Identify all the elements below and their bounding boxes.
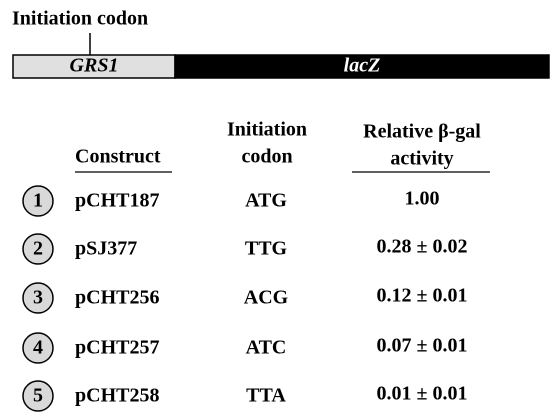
rows: 1 pCHT187 ATG 1.00 2 pSJ377 TTG 0.28 ± 0.02 3 pCH…	[22, 185, 468, 412]
row-number: 4	[33, 337, 43, 359]
codon: TTA	[246, 385, 286, 407]
construct: pCHT257	[75, 337, 159, 359]
gene-label: GRS1	[70, 55, 119, 77]
row-badge	[22, 282, 54, 314]
construct: pCHT256	[75, 287, 159, 309]
header: Initiation	[227, 119, 307, 141]
row-number: 3	[33, 287, 43, 309]
lacz-box	[174, 54, 550, 79]
activity: 0.12 ± 0.01	[377, 285, 468, 307]
construct: pCHT187	[75, 190, 159, 212]
construct: pSJ377	[75, 238, 137, 260]
row-number: 2	[33, 238, 43, 260]
codon: ACG	[244, 287, 289, 309]
header: activity	[390, 148, 453, 170]
activity: 0.07 ± 0.01	[377, 335, 468, 357]
row-badge	[22, 185, 54, 217]
row-number: 5	[33, 385, 43, 407]
activity: 1.00	[405, 188, 440, 210]
codon-label: Initiation codon	[12, 8, 148, 30]
codon: TTG	[245, 238, 288, 260]
row-badge	[22, 332, 54, 364]
row-badge	[22, 380, 54, 412]
header: Construct	[75, 146, 161, 168]
header: codon	[241, 146, 292, 168]
gene-label: lacZ	[344, 55, 381, 77]
codon: ATG	[245, 190, 287, 212]
activity: 0.28 ± 0.02	[377, 236, 468, 258]
construct: pCHT258	[75, 385, 159, 407]
codon: ATC	[246, 337, 287, 359]
row-number: 1	[33, 190, 43, 212]
activity: 0.01 ± 0.01	[377, 383, 468, 405]
header: Relative β-gal	[363, 121, 481, 143]
row-badge	[22, 233, 54, 265]
